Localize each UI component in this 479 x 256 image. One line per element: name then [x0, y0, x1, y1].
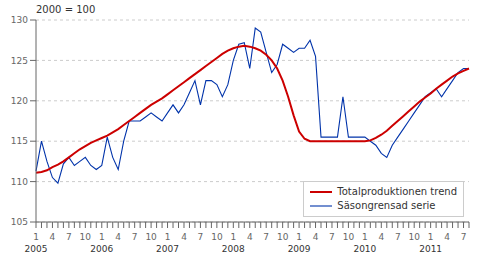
html-text:2000 = 100: 2000 = 100	[36, 4, 96, 15]
svg-text:1: 1	[33, 232, 39, 242]
svg-text:1: 1	[428, 232, 434, 242]
svg-text:7: 7	[198, 232, 204, 242]
svg-text:10: 10	[211, 232, 223, 242]
svg-text:2007: 2007	[156, 244, 179, 254]
svg-text:4: 4	[50, 232, 56, 242]
svg-text:7: 7	[66, 232, 72, 242]
svg-text:1: 1	[165, 232, 171, 242]
svg-text:1: 1	[230, 232, 236, 242]
svg-text:120: 120	[11, 96, 28, 106]
svg-text:10: 10	[343, 232, 355, 242]
svg-text:110: 110	[11, 177, 28, 187]
html-text:Totalproduktionen trend: Totalproduktionen trend	[337, 186, 457, 197]
svg-text:1: 1	[296, 232, 302, 242]
svg-text:4: 4	[378, 232, 384, 242]
svg-text:10: 10	[145, 232, 157, 242]
svg-text:2005: 2005	[25, 244, 48, 254]
svg-text:4: 4	[247, 232, 253, 242]
svg-text:7: 7	[132, 232, 138, 242]
svg-text:10: 10	[408, 232, 420, 242]
svg-text:130: 130	[11, 15, 28, 25]
svg-text:105: 105	[11, 217, 28, 227]
svg-text:2008: 2008	[222, 244, 245, 254]
svg-text:4: 4	[444, 232, 450, 242]
svg-text:10: 10	[80, 232, 92, 242]
svg-text:4: 4	[115, 232, 121, 242]
svg-text:115: 115	[11, 136, 28, 146]
svg-text:2010: 2010	[353, 244, 376, 254]
svg-text:7: 7	[461, 232, 467, 242]
svg-text:7: 7	[329, 232, 335, 242]
svg-text:7: 7	[395, 232, 401, 242]
svg-text:4: 4	[181, 232, 187, 242]
svg-text:1: 1	[362, 232, 368, 242]
svg-text:4: 4	[313, 232, 319, 242]
svg-text:2011: 2011	[419, 244, 442, 254]
svg-text:125: 125	[11, 56, 28, 66]
html-text:Säsongrensad serie: Säsongrensad serie	[337, 200, 436, 211]
svg-text:2009: 2009	[288, 244, 311, 254]
svg-text:2006: 2006	[90, 244, 113, 254]
svg-text:7: 7	[263, 232, 269, 242]
svg-text:10: 10	[277, 232, 289, 242]
svg-text:1: 1	[99, 232, 105, 242]
